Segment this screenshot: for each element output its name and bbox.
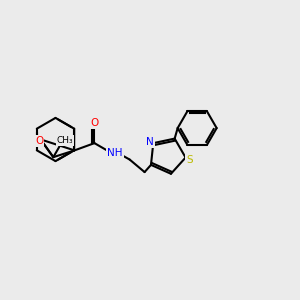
Text: S: S bbox=[186, 155, 193, 165]
Text: N: N bbox=[146, 136, 154, 147]
Text: NH: NH bbox=[107, 148, 123, 158]
Text: O: O bbox=[35, 136, 43, 146]
Text: CH₃: CH₃ bbox=[57, 136, 74, 145]
Text: O: O bbox=[90, 118, 99, 128]
